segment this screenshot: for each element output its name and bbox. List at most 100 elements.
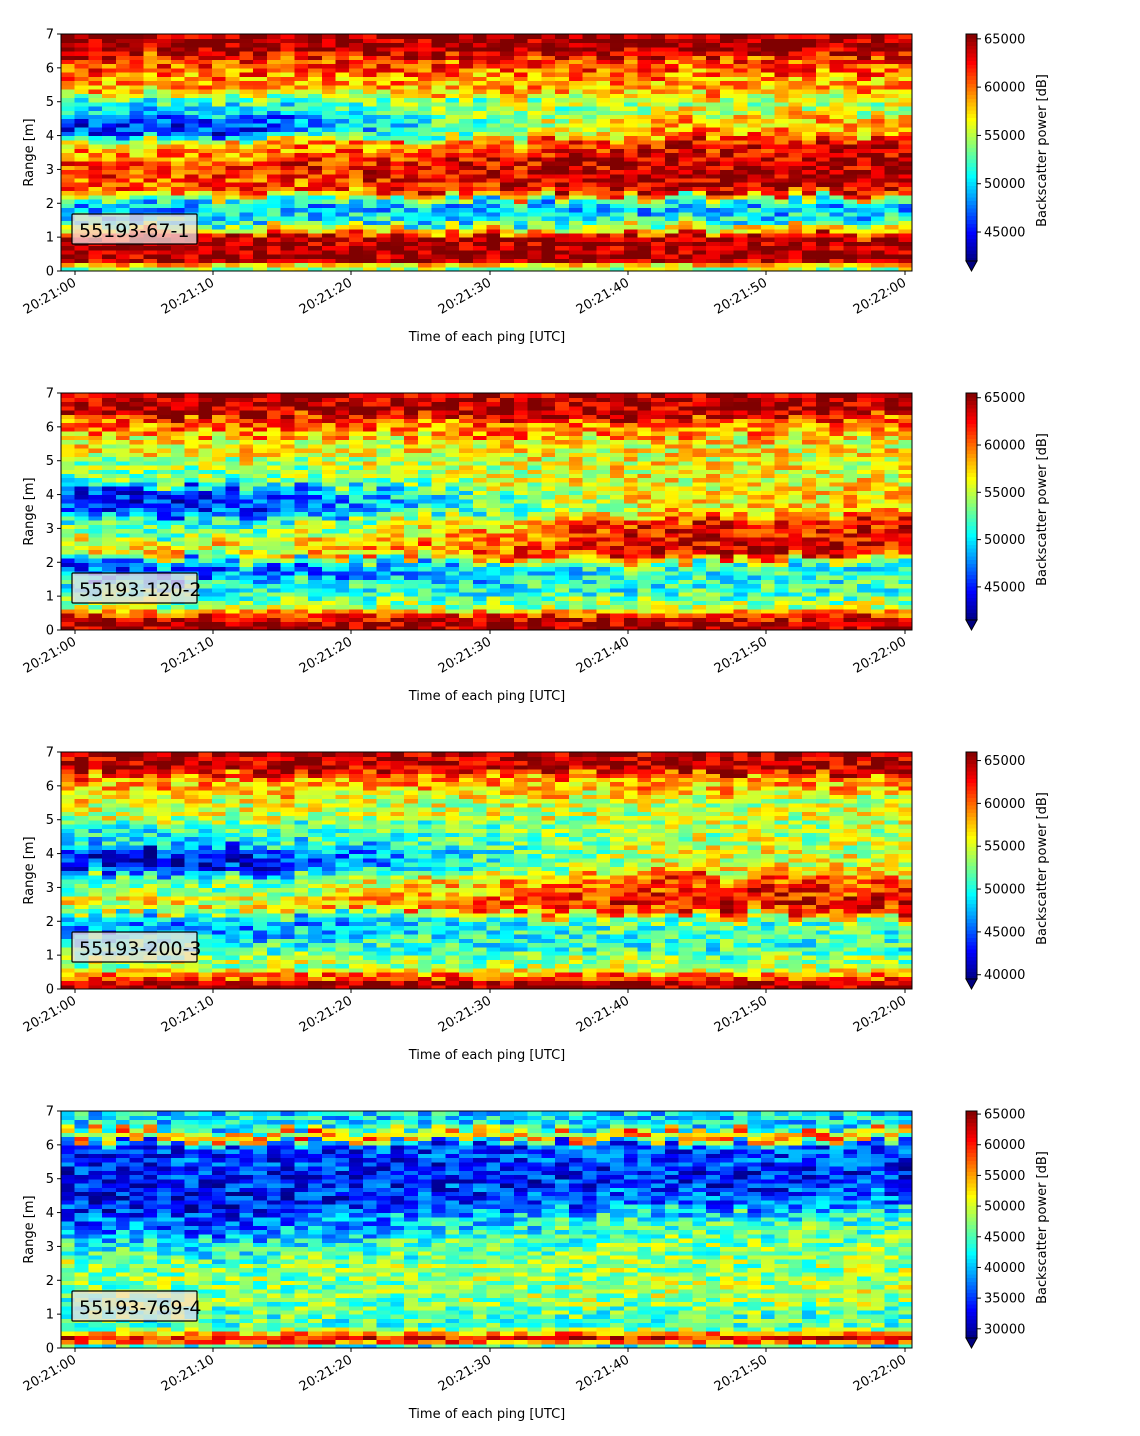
- heatmap-cell: [239, 76, 254, 82]
- heatmap-cell: [747, 93, 762, 99]
- heatmap-cell: [211, 625, 227, 631]
- heatmap-cell: [362, 89, 378, 94]
- heatmap-cell: [211, 448, 227, 453]
- heatmap-cell: [555, 34, 570, 39]
- y-axis-label: Range [m]: [22, 118, 37, 186]
- heatmap-cell: [774, 245, 790, 251]
- heatmap-cell: [898, 169, 913, 175]
- heatmap-cell: [843, 241, 858, 247]
- heatmap-cell: [610, 203, 625, 209]
- heatmap-cell: [884, 241, 899, 247]
- heatmap-cell: [102, 553, 117, 559]
- heatmap-cell: [719, 220, 735, 226]
- heatmap-cell: [788, 211, 803, 217]
- heatmap-cell: [486, 228, 501, 234]
- heatmap-cell: [198, 228, 213, 234]
- heatmap-cell: [239, 507, 254, 513]
- heatmap-cell: [184, 414, 199, 419]
- heatmap-cell: [692, 249, 707, 255]
- heatmap-cell: [404, 199, 419, 204]
- heatmap-cell: [321, 203, 337, 209]
- heatmap-cell: [253, 249, 268, 255]
- heatmap-cell: [541, 148, 556, 154]
- heatmap-cell: [211, 566, 227, 572]
- heatmap-cell: [651, 224, 666, 230]
- heatmap-cell: [211, 460, 227, 466]
- heatmap-cell: [857, 199, 872, 204]
- heatmap-cell: [898, 118, 913, 124]
- heatmap-cell: [431, 215, 446, 221]
- heatmap-cell: [239, 169, 254, 175]
- heatmap-cell: [88, 34, 103, 39]
- heatmap-cell: [637, 207, 652, 213]
- heatmap-cell: [349, 220, 364, 226]
- heatmap-cell: [898, 262, 913, 268]
- heatmap-cell: [102, 266, 117, 272]
- heatmap-cell: [527, 148, 543, 154]
- heatmap-cell: [253, 431, 268, 436]
- heatmap-cell: [857, 160, 872, 166]
- heatmap-cell: [102, 72, 117, 77]
- heatmap-cell: [376, 507, 392, 513]
- heatmap-cell: [898, 215, 913, 221]
- heatmap-cell: [61, 169, 76, 175]
- heatmap-cell: [143, 558, 158, 563]
- heatmap-cell: [651, 76, 666, 82]
- heatmap-cell: [884, 211, 899, 217]
- heatmap-cell: [555, 72, 570, 77]
- heatmap-cell: [349, 393, 364, 398]
- heatmap-cell: [596, 118, 611, 124]
- heatmap-cell: [88, 262, 103, 268]
- heatmap-cell: [129, 524, 144, 530]
- heatmap-cell: [541, 254, 556, 259]
- heatmap-cell: [294, 220, 309, 226]
- heatmap-cell: [445, 207, 460, 213]
- heatmap-cell: [102, 528, 117, 534]
- heatmap-cell: [129, 194, 144, 200]
- heatmap-cell: [61, 80, 76, 86]
- heatmap-cell: [157, 507, 172, 513]
- heatmap-cell: [692, 148, 707, 154]
- heatmap-cell: [596, 139, 611, 145]
- heatmap-cell: [88, 89, 103, 94]
- heatmap-cell: [211, 524, 227, 530]
- heatmap-cell: [308, 156, 323, 162]
- heatmap-cell: [266, 211, 282, 217]
- heatmap-cell: [802, 160, 817, 166]
- heatmap-cell: [198, 194, 213, 200]
- heatmap-cell: [568, 110, 584, 116]
- heatmap-cell: [349, 422, 364, 428]
- heatmap-cell: [225, 524, 241, 530]
- heatmap-cell: [253, 152, 268, 158]
- heatmap-cell: [321, 258, 337, 264]
- heatmap-cell: [678, 122, 693, 128]
- heatmap-cell: [266, 503, 282, 508]
- heatmap-cell: [445, 258, 460, 264]
- heatmap-cell: [211, 105, 227, 111]
- heatmap-cell: [198, 604, 213, 610]
- heatmap-cell: [706, 182, 721, 187]
- heatmap-cell: [239, 34, 254, 39]
- heatmap-cell: [815, 211, 831, 217]
- heatmap-cell: [198, 566, 213, 572]
- heatmap-cell: [239, 435, 254, 441]
- heatmap-cell: [788, 199, 803, 204]
- heatmap-cell: [88, 401, 103, 407]
- heatmap-cell: [417, 224, 433, 230]
- heatmap-cell: [692, 165, 707, 171]
- heatmap-cell: [321, 67, 337, 73]
- heatmap-cell: [719, 237, 735, 242]
- heatmap-cell: [335, 608, 350, 614]
- heatmap-cell: [225, 152, 241, 158]
- heatmap-cell: [445, 156, 460, 162]
- heatmap-cell: [239, 93, 254, 99]
- heatmap-cell: [198, 596, 213, 601]
- heatmap-cell: [815, 254, 831, 259]
- heatmap-cell: [225, 579, 241, 585]
- heatmap-cell: [445, 152, 460, 158]
- heatmap-cell: [843, 89, 858, 94]
- heatmap-cell: [198, 456, 213, 462]
- heatmap-cell: [225, 55, 241, 60]
- heatmap-cell: [472, 207, 488, 213]
- heatmap-cell: [294, 38, 309, 44]
